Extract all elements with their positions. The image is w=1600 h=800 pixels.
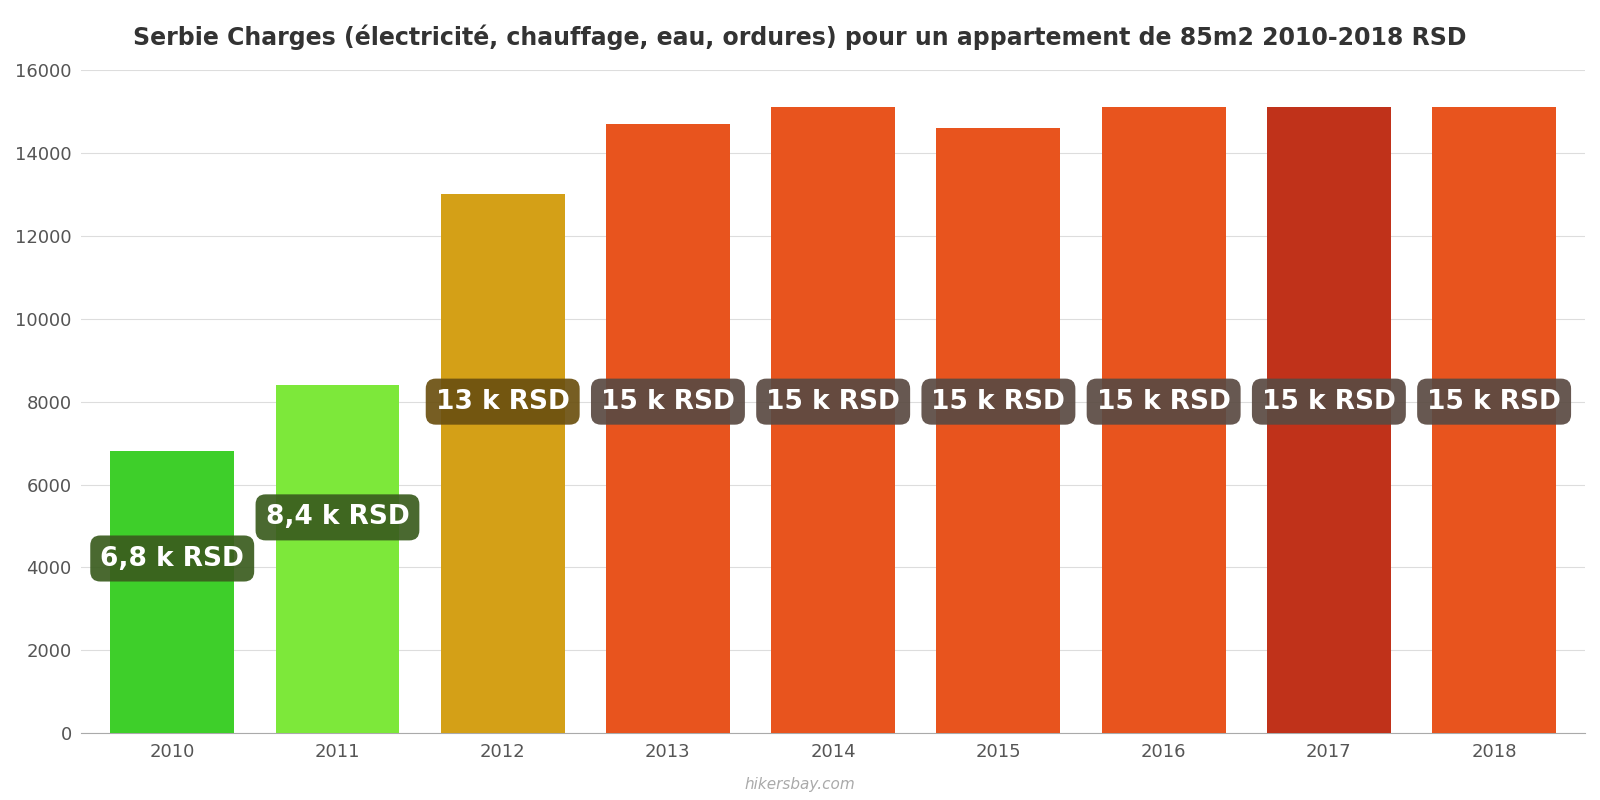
Text: 15 k RSD: 15 k RSD: [602, 389, 734, 414]
Text: 15 k RSD: 15 k RSD: [1262, 389, 1395, 414]
Bar: [936, 128, 1061, 734]
Bar: [110, 451, 234, 734]
Text: hikersbay.com: hikersbay.com: [744, 777, 856, 792]
Text: 15 k RSD: 15 k RSD: [766, 389, 901, 414]
Text: Serbie Charges (électricité, chauffage, eau, ordures) pour un appartement de 85m: Serbie Charges (électricité, chauffage, …: [133, 24, 1467, 50]
Text: 13 k RSD: 13 k RSD: [435, 389, 570, 414]
Text: 6,8 k RSD: 6,8 k RSD: [101, 546, 245, 571]
Bar: [1432, 107, 1557, 734]
Text: 8,4 k RSD: 8,4 k RSD: [266, 504, 410, 530]
Text: 15 k RSD: 15 k RSD: [931, 389, 1066, 414]
Bar: [606, 124, 730, 734]
Text: 15 k RSD: 15 k RSD: [1096, 389, 1230, 414]
Bar: [275, 385, 400, 734]
Bar: [771, 107, 894, 734]
Text: 15 k RSD: 15 k RSD: [1427, 389, 1562, 414]
Bar: [440, 194, 565, 734]
Bar: [1102, 107, 1226, 734]
Bar: [1267, 107, 1390, 734]
